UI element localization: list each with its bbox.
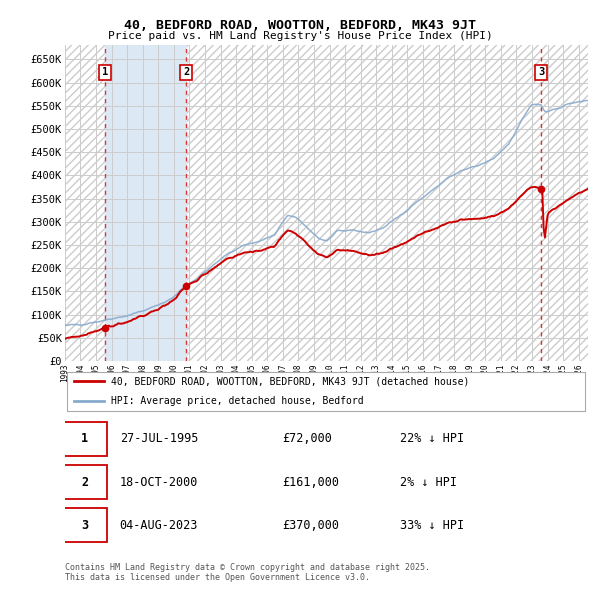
Text: HPI: Average price, detached house, Bedford: HPI: Average price, detached house, Bedf… [111, 396, 364, 406]
Text: £72,000: £72,000 [282, 432, 332, 445]
Text: 27-JUL-1995: 27-JUL-1995 [120, 432, 198, 445]
Text: 2% ↓ HPI: 2% ↓ HPI [400, 476, 457, 489]
Text: £161,000: £161,000 [282, 476, 339, 489]
Text: 40, BEDFORD ROAD, WOOTTON, BEDFORD, MK43 9JT (detached house): 40, BEDFORD ROAD, WOOTTON, BEDFORD, MK43… [111, 376, 469, 386]
FancyBboxPatch shape [62, 508, 107, 542]
Text: 18-OCT-2000: 18-OCT-2000 [120, 476, 198, 489]
Text: £370,000: £370,000 [282, 519, 339, 532]
Text: 40, BEDFORD ROAD, WOOTTON, BEDFORD, MK43 9JT: 40, BEDFORD ROAD, WOOTTON, BEDFORD, MK43… [124, 19, 476, 32]
Text: Contains HM Land Registry data © Crown copyright and database right 2025.
This d: Contains HM Land Registry data © Crown c… [65, 563, 430, 582]
Text: 2: 2 [183, 67, 190, 77]
Bar [65, 45, 588, 361]
FancyBboxPatch shape [62, 422, 107, 456]
Text: 33% ↓ HPI: 33% ↓ HPI [400, 519, 464, 532]
FancyBboxPatch shape [62, 465, 107, 499]
Text: 22% ↓ HPI: 22% ↓ HPI [400, 432, 464, 445]
Text: 2: 2 [81, 476, 88, 489]
FancyBboxPatch shape [67, 372, 586, 411]
Bar [105, 45, 186, 361]
Text: 1: 1 [102, 67, 108, 77]
Text: 1: 1 [81, 432, 88, 445]
Text: Price paid vs. HM Land Registry's House Price Index (HPI): Price paid vs. HM Land Registry's House … [107, 31, 493, 41]
Text: 3: 3 [81, 519, 88, 532]
Text: 04-AUG-2023: 04-AUG-2023 [120, 519, 198, 532]
Text: 3: 3 [538, 67, 544, 77]
